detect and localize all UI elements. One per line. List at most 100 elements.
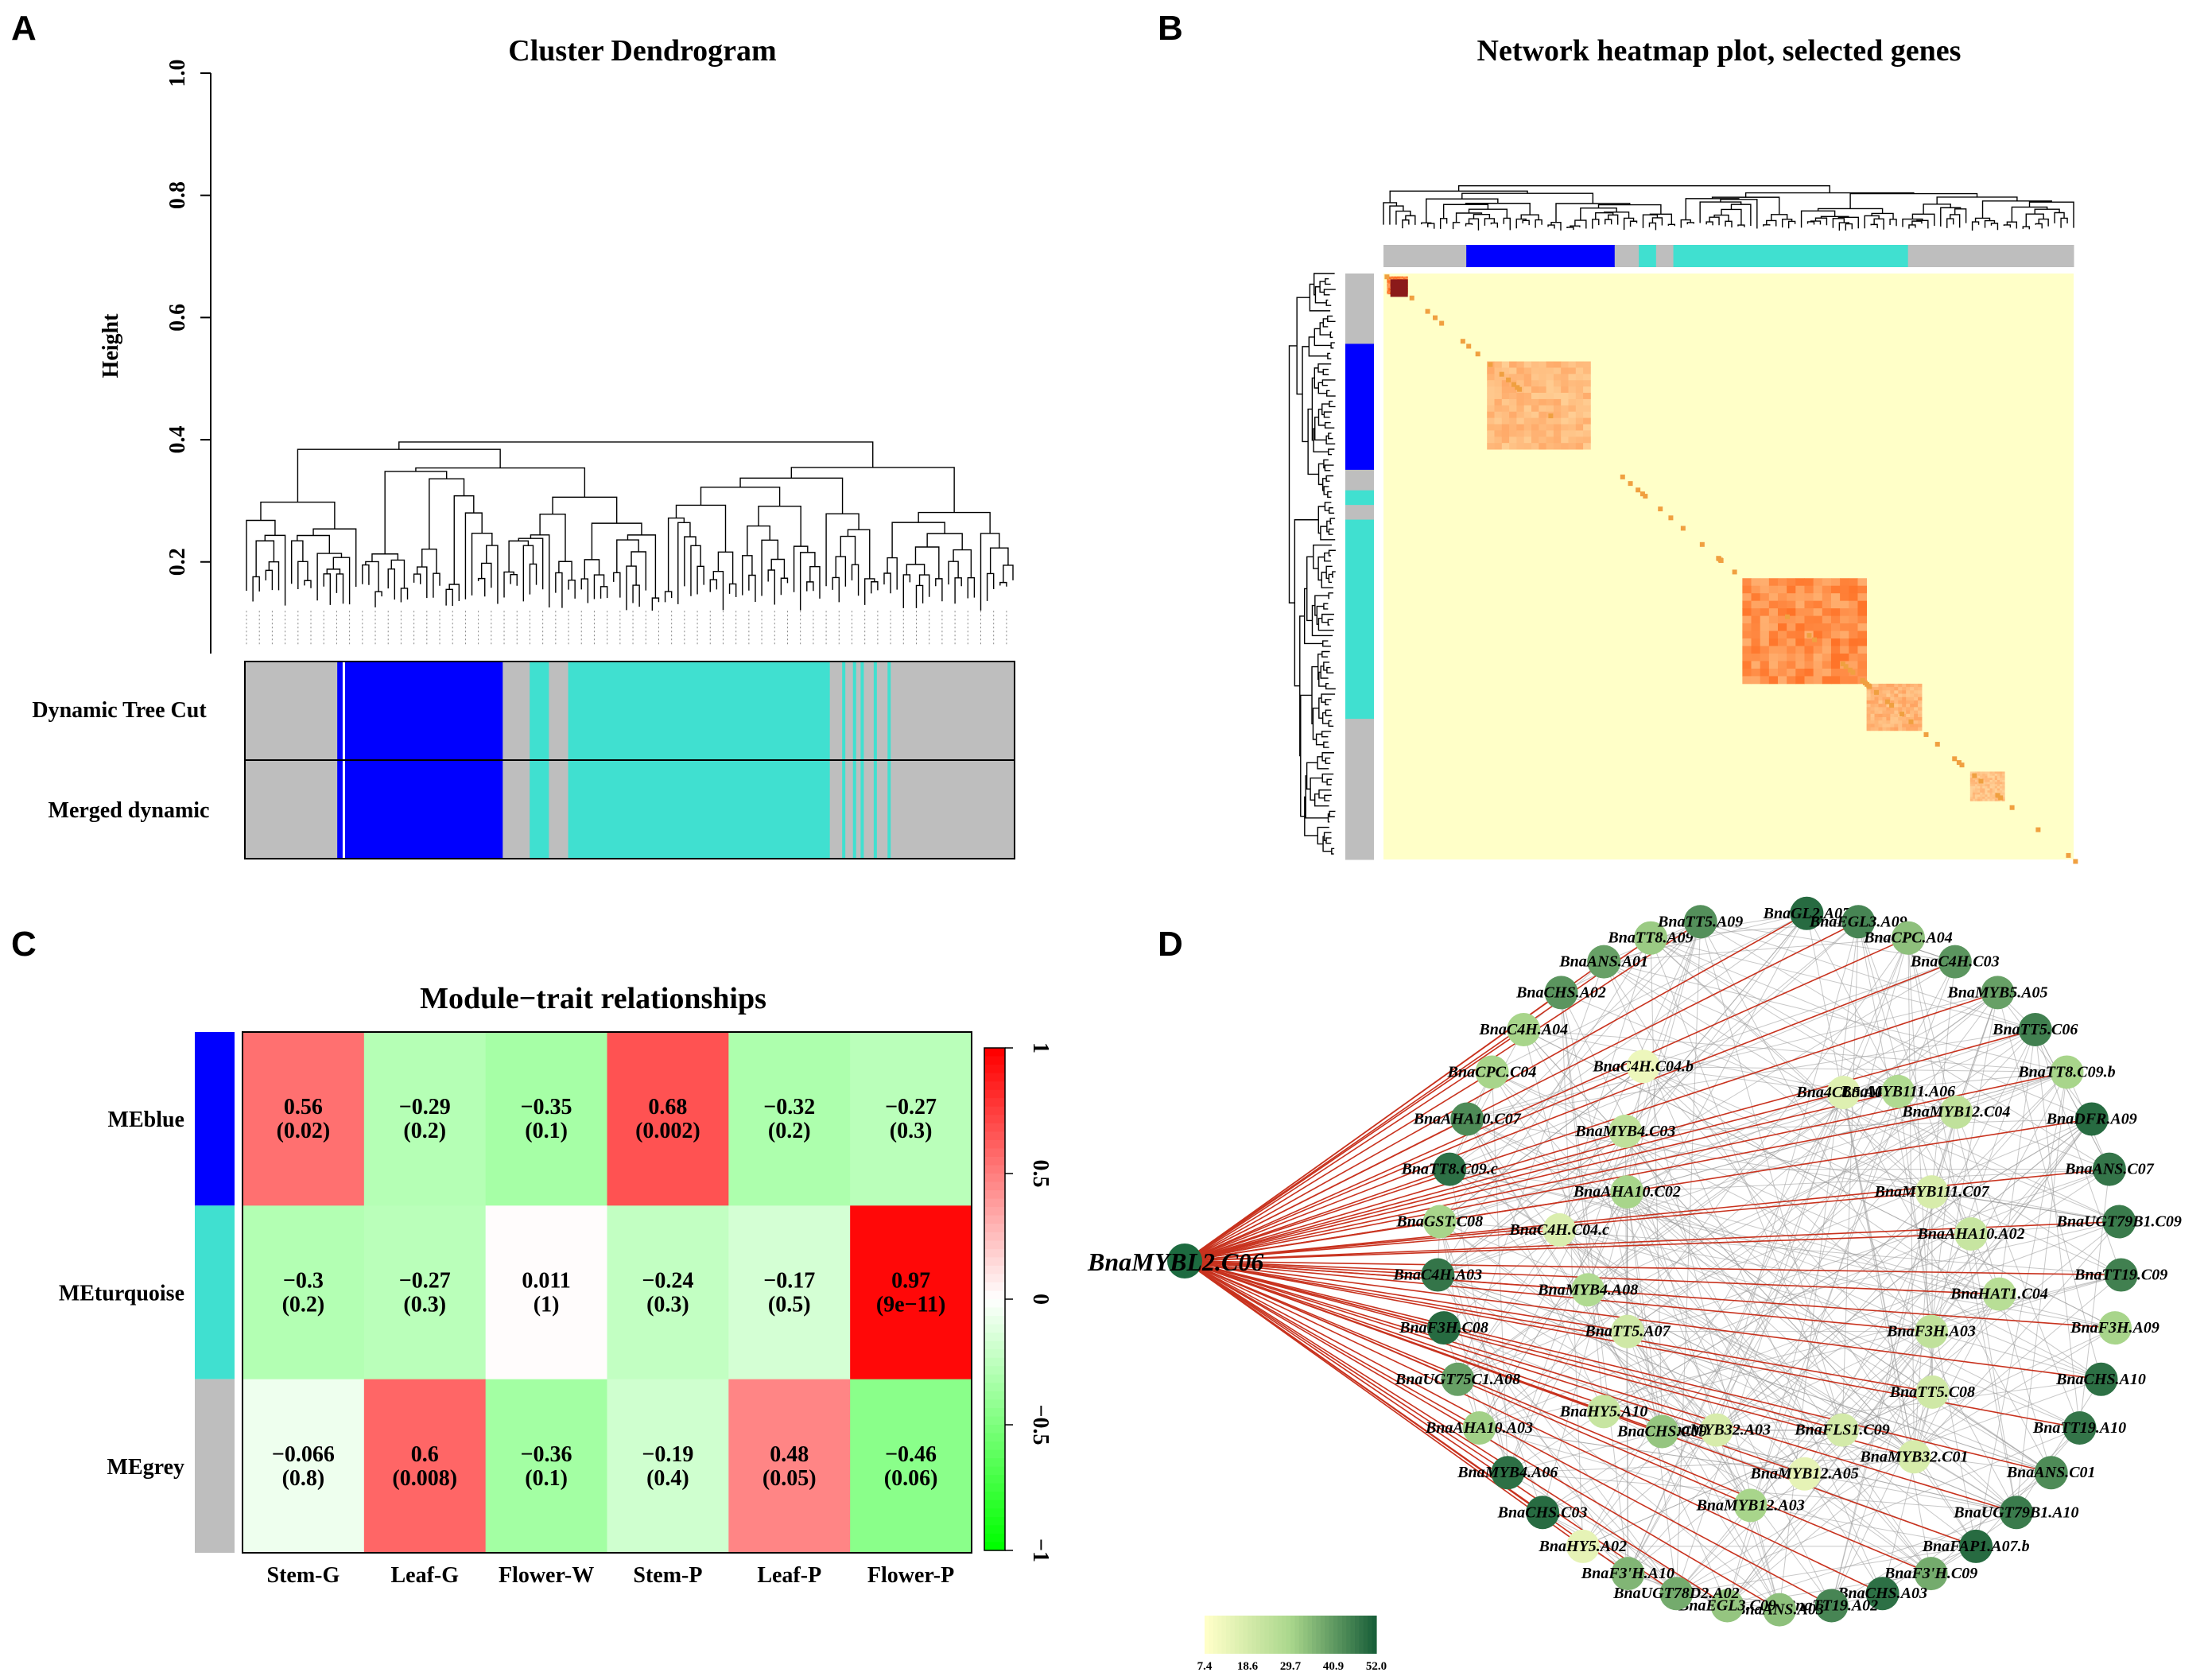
top-tree-branch <box>1873 218 1884 230</box>
trait-column-label: Stem-P <box>633 1563 702 1588</box>
dynamic-tree-cut-segment <box>245 662 338 760</box>
heatmap-cell <box>1487 386 1495 394</box>
network-edge <box>1449 1169 2080 1429</box>
correlation-cell <box>363 1205 487 1380</box>
heatmap-cell <box>1387 289 1389 291</box>
hub-edge <box>1184 1118 1468 1262</box>
top-tree-branch <box>2006 221 2018 229</box>
left-tree-branch <box>1321 712 1329 724</box>
heatmap-frame <box>242 1031 972 1554</box>
heatmap-cell <box>1813 676 1823 685</box>
heatmap-cell <box>1387 284 1389 286</box>
heatmap-cell <box>1997 771 2000 774</box>
heatmap-diagonal-cell <box>1865 681 1870 687</box>
heatmap-cell <box>1989 784 1993 787</box>
heatmap-cell <box>1914 707 1919 711</box>
heatmap-cell <box>1989 794 1993 797</box>
gene-node <box>1634 921 1668 955</box>
top-tree-branch <box>1705 221 1713 226</box>
heatmap-cell <box>1751 585 1761 594</box>
heatmap-diagonal-cell <box>1668 515 1674 521</box>
network-edge <box>1897 1029 2035 1092</box>
top-tree-branch <box>2054 211 2065 223</box>
gene-label: BnaAHA10.C02 <box>1573 1183 1681 1201</box>
color-scale-strip <box>984 1374 1005 1383</box>
network-edge <box>1457 1092 1844 1380</box>
heatmap-cell <box>1878 696 1883 701</box>
top-tree-branch <box>1971 221 1980 231</box>
heatmap-cell <box>1857 578 1867 587</box>
heatmap-diagonal-cell <box>1860 677 1865 683</box>
gene-label: BnaC4H.C03 <box>1910 953 2000 971</box>
heatmap-cell <box>1568 430 1577 437</box>
heatmap-cell <box>1890 696 1895 701</box>
heatmap-cell <box>1975 792 1978 795</box>
network-edge <box>1626 1192 1663 1432</box>
heatmap-diagonal-cell <box>1717 557 1723 563</box>
gene-node <box>1450 1102 1484 1136</box>
network-edge <box>1956 1071 2067 1113</box>
heatmap-cell <box>1568 411 1577 419</box>
heatmap-cell <box>1849 661 1858 669</box>
heatmap-cell <box>1898 727 1903 731</box>
heatmap-cell <box>1882 713 1887 718</box>
heatmap-cell <box>1494 361 1503 368</box>
module-row-label: MEturquoise <box>59 1282 184 1306</box>
heatmap-cell <box>1778 668 1787 677</box>
heatmap-cell <box>1982 774 1985 777</box>
dendrogram-branch <box>989 547 1009 574</box>
heatmap-diagonal-cell <box>1680 526 1686 531</box>
heatmap-cell <box>1494 411 1503 419</box>
heatmap-cell <box>1760 638 1770 646</box>
heatmap-cell <box>1387 290 1389 293</box>
legend-strip <box>1226 1616 1231 1654</box>
heatmap-cell <box>1874 707 1879 711</box>
top-tree-branch <box>1452 222 1461 230</box>
heatmap-cell <box>1997 774 2000 777</box>
heatmap-cell <box>1910 687 1915 691</box>
heatmap-cell <box>1882 704 1887 708</box>
network-edge <box>1437 937 1651 1275</box>
heatmap-cell <box>1399 277 1401 280</box>
heatmap-cell <box>1982 779 1985 783</box>
heatmap-cell <box>1997 788 2000 791</box>
heatmap-cell <box>1390 276 1392 278</box>
heatmap-cell <box>1501 374 1510 381</box>
heatmap-cell <box>1575 443 1584 450</box>
gene-label: BnaMYB5.A05 <box>1946 984 2047 1001</box>
network-edge <box>1457 1112 1957 1380</box>
top-bar-segment <box>1639 245 1657 267</box>
color-scale-strip <box>984 1232 1005 1241</box>
heatmap-cell <box>1804 668 1814 677</box>
network-edge <box>1439 1221 1717 1430</box>
heatmap-cell <box>1487 436 1495 444</box>
heatmap-cell <box>1795 615 1805 624</box>
heatmap-cell <box>1857 585 1867 594</box>
heatmap-cell <box>1561 417 1569 425</box>
dendrogram-branch <box>667 517 685 592</box>
top-tree-branch <box>1629 220 1638 227</box>
top-tree-branch <box>1787 220 1796 229</box>
heatmap-cell <box>1898 724 1903 728</box>
heatmap-diagonal-cell <box>1998 795 2004 801</box>
dendrogram-branch <box>255 540 275 577</box>
heatmap-cell <box>1760 668 1770 677</box>
heatmap-cell <box>1546 386 1554 394</box>
correlation-cell <box>850 1032 972 1206</box>
gene-label: BnaANS.A03 <box>1734 1601 1824 1619</box>
heatmap-diagonal-cell <box>1506 377 1511 382</box>
heatmap-cell <box>1830 623 1841 631</box>
gene-node <box>1611 1557 1645 1591</box>
heatmap-cell <box>1523 374 1532 381</box>
heatmap-cell <box>1910 713 1915 718</box>
heatmap-cell <box>1546 443 1554 450</box>
heatmap-cell <box>1870 683 1875 688</box>
dendrogram-branch <box>684 536 697 587</box>
heatmap-cell <box>1494 430 1503 437</box>
heatmap-cell <box>1768 578 1779 587</box>
color-scale-strip <box>984 1207 1005 1216</box>
top-tree-branch <box>1870 223 1878 228</box>
network-edge <box>1643 1065 1844 1093</box>
left-tree-branch <box>1328 720 1334 727</box>
p-value: (9e−11) <box>876 1293 946 1317</box>
